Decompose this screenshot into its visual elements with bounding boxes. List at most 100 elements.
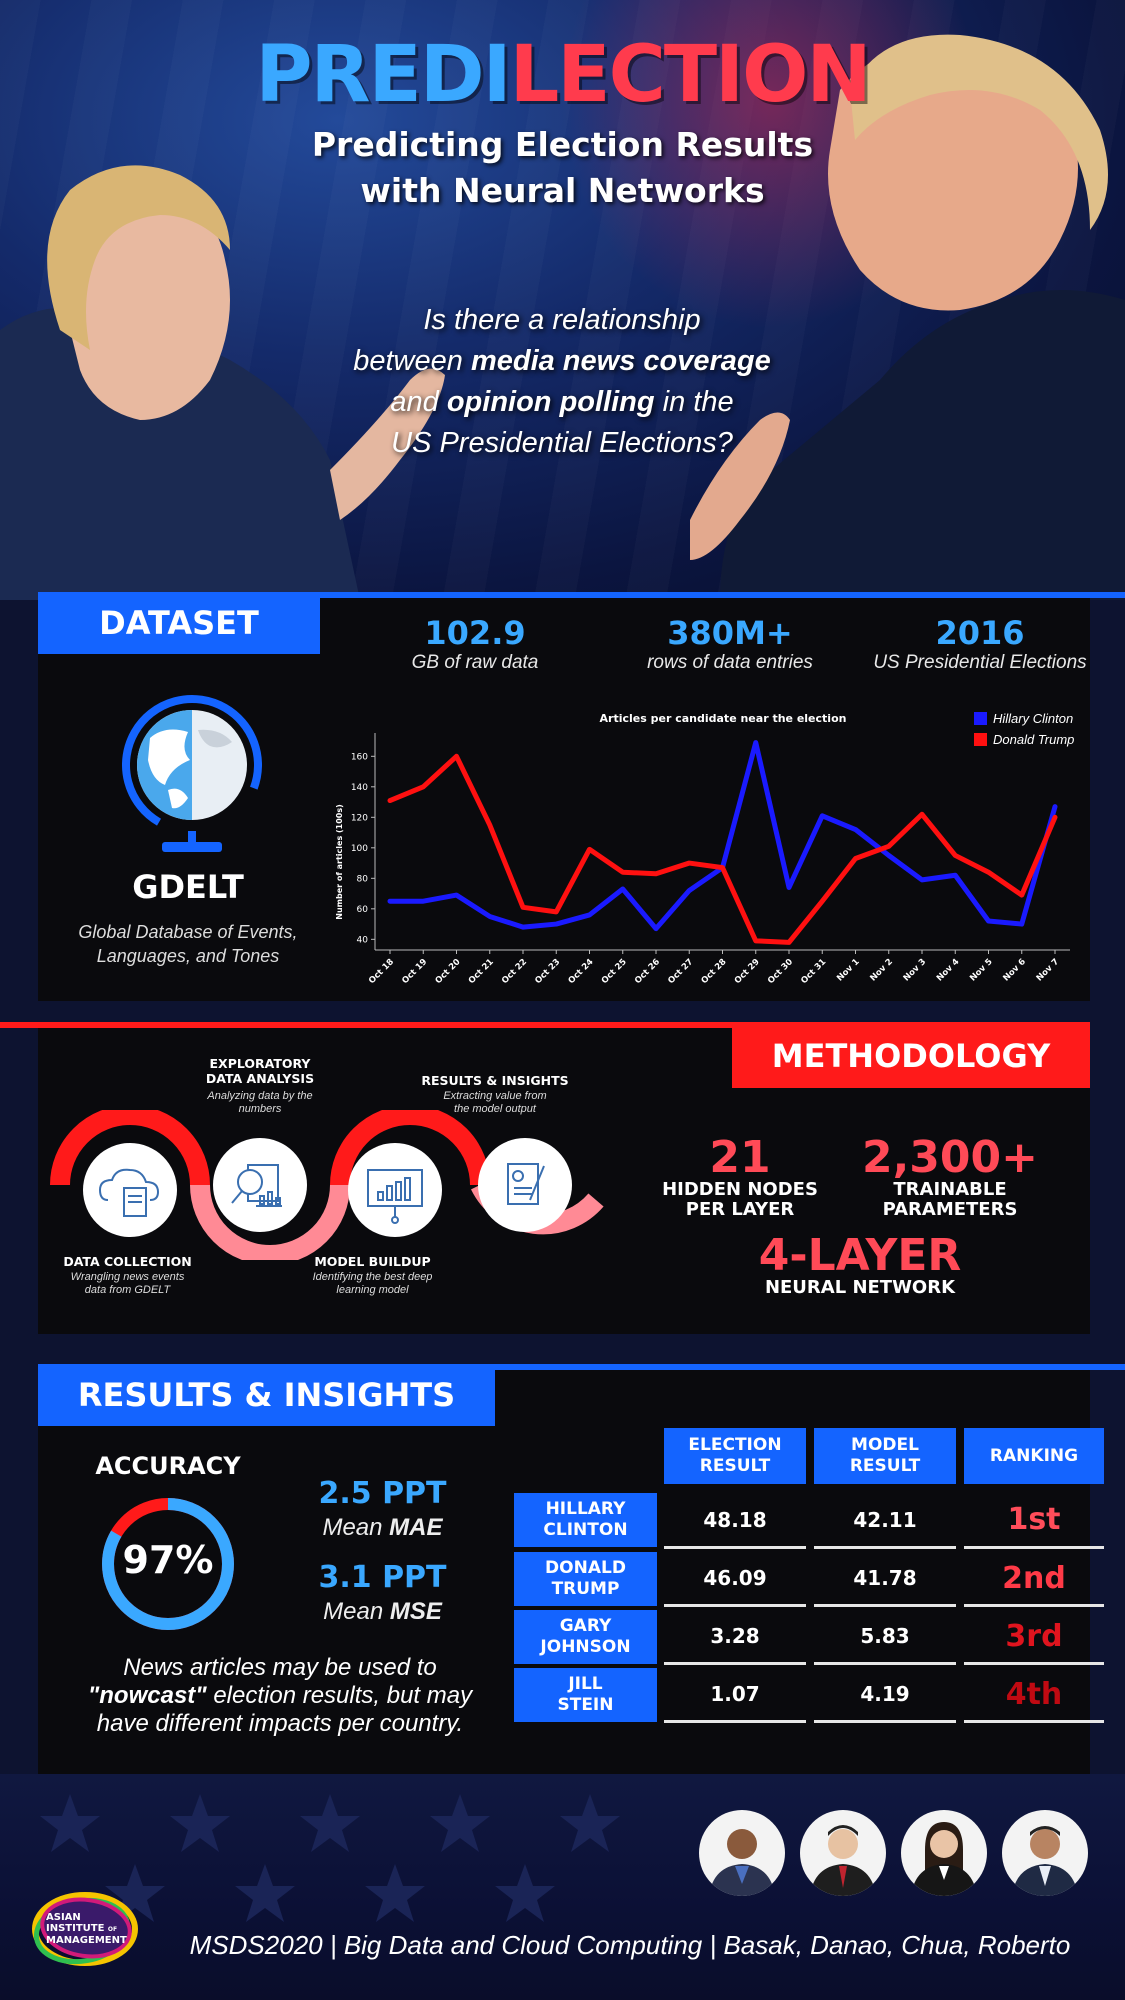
row-header-line: JOHNSON	[540, 1637, 631, 1657]
question-emphasis: opinion polling	[446, 386, 655, 418]
step-collection-desc: Wrangling news events data from GDELT	[50, 1271, 205, 1297]
cell-ranking: 4th	[964, 1668, 1104, 1723]
row-header-johnson: GARY JOHNSON	[514, 1610, 657, 1664]
question-line-1: Is there a relationship	[423, 304, 701, 336]
hero-banner: PREDILECTION Predicting Election Results…	[0, 0, 1125, 600]
chart-y-tick-label: 100	[351, 844, 368, 854]
data-point	[954, 854, 956, 856]
step-desc-line: numbers	[238, 1103, 282, 1115]
data-point	[555, 911, 557, 913]
question-line-2: between media news coverage	[312, 341, 812, 382]
accuracy-arc	[102, 1498, 234, 1630]
stat-election-label: US Presidential Elections	[873, 652, 1087, 673]
row-header-trump: DONALD TRUMP	[514, 1552, 657, 1606]
subtitle-line-1: Predicting Election Results	[311, 125, 814, 164]
methodology-divider	[0, 1022, 1090, 1028]
question-text: between	[353, 345, 471, 377]
avatar	[901, 1810, 987, 1896]
logo-line: MANAGEMENT	[46, 1935, 127, 1946]
results-heading: RESULTS & INSIGHTS	[38, 1364, 495, 1426]
source-description-line: Global Database of Events,	[78, 922, 298, 942]
data-point	[1021, 923, 1023, 925]
data-point	[422, 900, 424, 902]
chart-x-tick-label: Nov 1	[835, 957, 861, 983]
chart-x-tick-label: Nov 7	[1035, 957, 1061, 983]
layers-label: NEURAL NETWORK	[764, 1277, 956, 1298]
mse-label: Mean MSE	[300, 1598, 465, 1626]
logo-line: ASIAN	[46, 1912, 81, 1923]
step-model-desc: Identifying the best deep learning model	[295, 1271, 450, 1297]
stat-rows-value: 380M+	[667, 614, 793, 652]
step-desc-line: learning model	[336, 1284, 409, 1296]
chart-y-tick-label: 80	[357, 874, 369, 884]
data-point	[1021, 894, 1023, 896]
magnifier-chart-icon	[231, 1164, 282, 1207]
insight-text-part: election results, but may	[206, 1682, 473, 1709]
accuracy-value: 97%	[122, 1538, 214, 1582]
data-point	[389, 800, 391, 802]
question-text: and	[390, 386, 447, 418]
step-desc-line: data from GDELT	[84, 1284, 171, 1296]
data-point	[821, 815, 823, 817]
cell-ranking: 3rd	[964, 1610, 1104, 1665]
column-header-election: ELECTION RESULT	[664, 1428, 806, 1484]
cell-model-result: 42.11	[814, 1493, 956, 1549]
parameters-value: 2,300+	[861, 1132, 1039, 1183]
infographic-title: PREDILECTION	[0, 30, 1125, 120]
dataset-divider	[38, 592, 1125, 598]
stat-election-value: 2016	[935, 614, 1025, 652]
legend-label: Donald Trump	[993, 732, 1074, 747]
step-desc-line: Identifying the best deep	[312, 1271, 433, 1283]
step-desc-line: Wrangling news events	[70, 1271, 185, 1283]
methodology-flow	[50, 1110, 604, 1260]
row-header-line: GARY	[559, 1616, 612, 1636]
insight-emphasis: "nowcast"	[87, 1682, 207, 1709]
question-emphasis: media news coverage	[470, 345, 771, 377]
chart-x-tick-label: Oct 22	[500, 957, 529, 986]
title-part-blue: PREDI	[255, 30, 511, 120]
subtitle-line-2: with Neural Networks	[360, 171, 765, 210]
source-name: GDELT	[132, 868, 244, 906]
logo-word: INSTITUTE	[46, 1923, 105, 1934]
stat-label-line: TRAINABLE	[893, 1179, 1007, 1200]
chart-x-tick-label: Oct 29	[733, 957, 762, 986]
accuracy-ring	[102, 1498, 234, 1630]
source-description-line: Languages, and Tones	[96, 946, 280, 966]
step-results-title: RESULTS & INSIGHTS	[421, 1073, 569, 1088]
data-point	[788, 941, 790, 943]
step-results-desc: Extracting value from the model output	[415, 1090, 575, 1116]
cloud-document-icon	[98, 1168, 160, 1217]
star-pattern	[40, 1794, 620, 1922]
header-line: ELECTION	[688, 1435, 782, 1455]
chart-y-tick-label: 40	[357, 935, 369, 945]
insight-text: News articles may be used to "nowcast" e…	[60, 1654, 500, 1738]
data-point	[489, 824, 491, 826]
chart-y-axis-label: Number of articles (100s)	[335, 804, 344, 920]
data-point	[954, 874, 956, 876]
chart-series	[387, 740, 1058, 945]
mae-value: 2.5 PPT	[318, 1476, 447, 1511]
infographic-subtitle: Predicting Election Results with Neural …	[0, 122, 1125, 214]
metric-label-emphasis: MAE	[389, 1514, 443, 1541]
question-text: in the	[654, 386, 734, 418]
chart-x-tick-label: Oct 24	[567, 957, 596, 986]
step-title-line: EXPLORATORY	[209, 1056, 311, 1071]
data-point	[389, 900, 391, 902]
header-line: RESULT	[849, 1456, 921, 1476]
data-point	[456, 755, 457, 757]
header-line: MODEL	[851, 1435, 919, 1455]
data-point	[921, 813, 923, 815]
chart-x-tick-label: Nov 5	[968, 957, 994, 983]
data-point	[622, 888, 624, 890]
avatar	[800, 1810, 886, 1896]
step-desc-line: Analyzing data by the	[207, 1090, 313, 1102]
data-point	[722, 867, 723, 869]
chart-x-tick-label: Oct 19	[400, 957, 429, 986]
data-point	[888, 854, 890, 856]
avatar	[699, 1810, 785, 1896]
mae-label: Mean MAE	[300, 1514, 465, 1542]
legend-swatch	[974, 712, 987, 725]
stat-raw-data-value: 102.9	[424, 614, 526, 652]
chart-x-tick-label: Nov 3	[902, 957, 928, 983]
data-point	[456, 894, 457, 896]
